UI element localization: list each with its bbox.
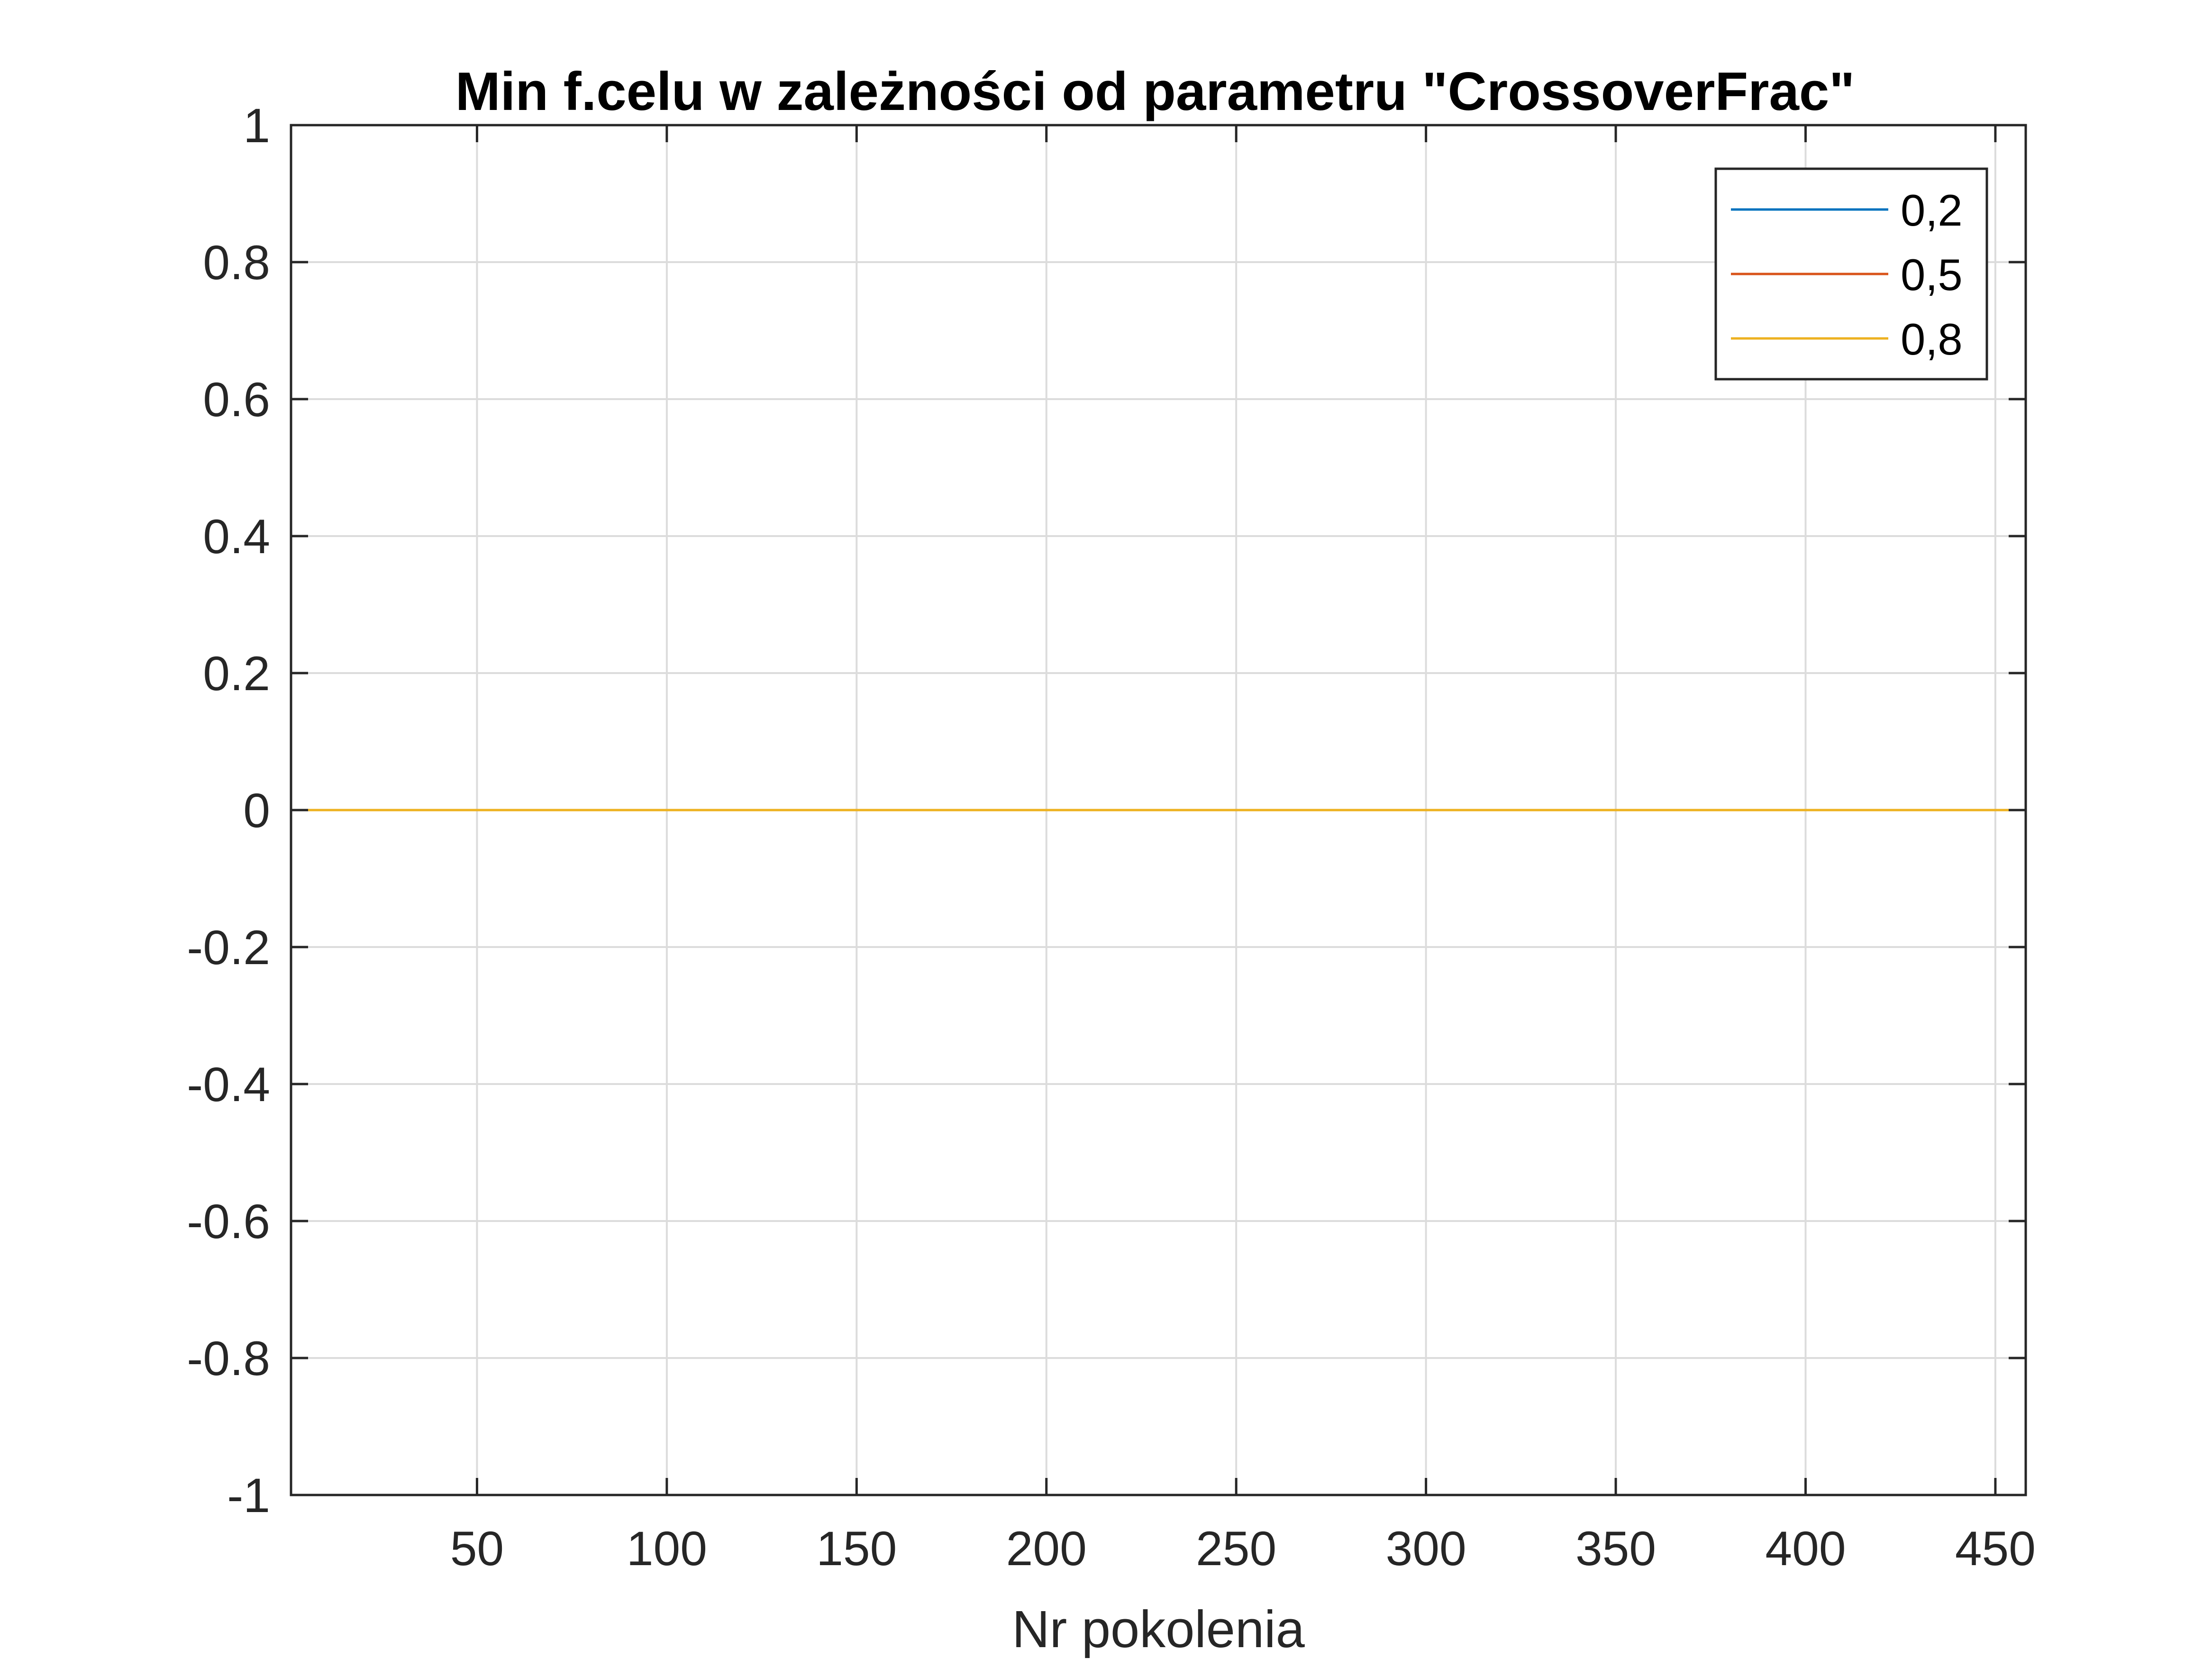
y-tick-label-0-8: -0.8 [187,1331,270,1386]
y-tick-label-0-2: -0.2 [187,921,270,975]
y-tick-label-0-4: -0.4 [187,1057,270,1112]
x-tick-label-100: 100 [627,1522,707,1576]
y-tick-label-0-6: 0.6 [203,373,270,427]
chart-title: Min f.celu w zależności od parametru "Cr… [455,62,1855,122]
x-tick-label-400: 400 [1765,1522,1846,1576]
y-tick-label-1: 1 [243,99,270,153]
x-tick-label-450: 450 [1955,1522,2036,1576]
y-tick-label-0-6: -0.6 [187,1194,270,1249]
y-tick-label-0: 0 [243,784,270,838]
legend-label-0-5: 0,5 [1901,250,1963,300]
legend-label-0-2: 0,2 [1901,185,1963,235]
legend-label-0-8: 0,8 [1901,314,1963,364]
y-tick-label-0-2: 0.2 [203,647,270,701]
axis-ticks: 50 100 150 200 250 300 350 400 450 -1 -0.8 -0.6 -0.4… [187,99,2036,1576]
x-tick-label-50: 50 [450,1522,504,1576]
x-tick-label-250: 250 [1196,1522,1276,1576]
y-tick-label-0-4: 0.4 [203,510,270,564]
x-tick-label-300: 300 [1386,1522,1466,1576]
y-tick-label-0-8: 0.8 [203,236,270,290]
x-tick-label-150: 150 [816,1522,897,1576]
x-tick-label-200: 200 [1006,1522,1087,1576]
y-tick-label-1: -1 [227,1468,270,1522]
x-tick-label-350: 350 [1575,1522,1656,1576]
x-axis-label: Nr pokolenia [1012,1600,1305,1659]
legend: 0,2 0,5 0,8 [1714,167,1988,381]
